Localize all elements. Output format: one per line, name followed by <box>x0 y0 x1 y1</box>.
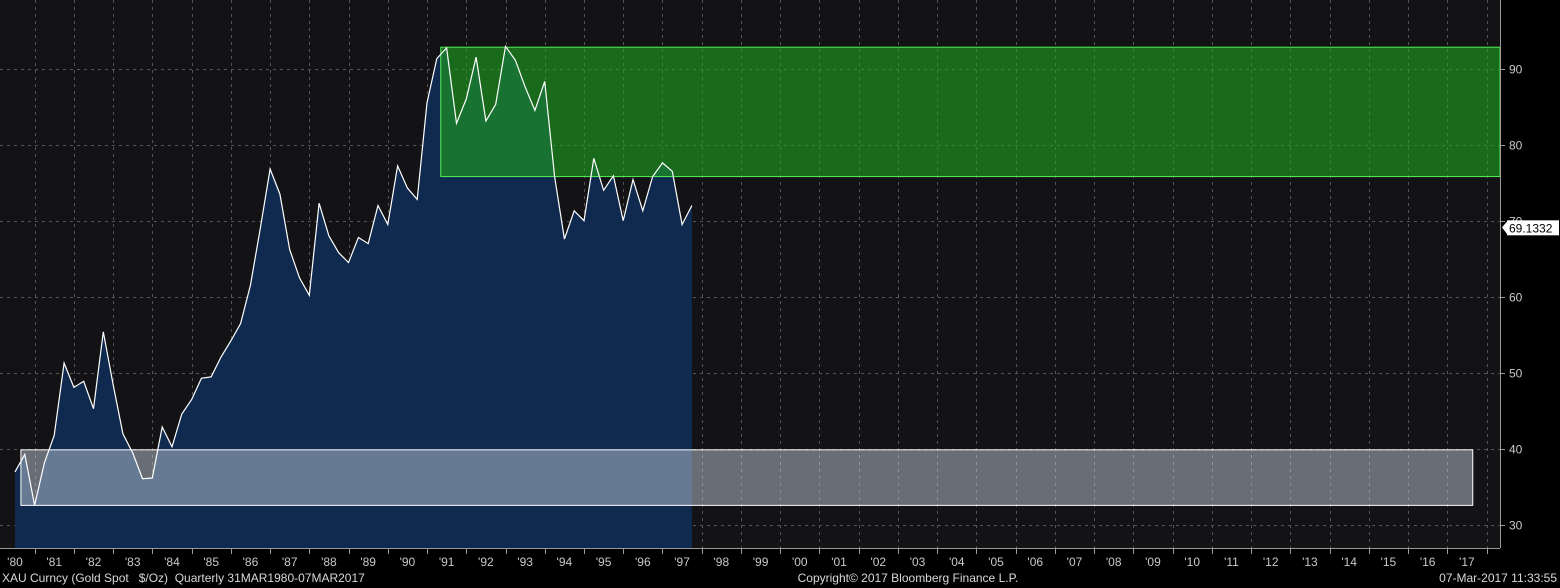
x-tick-label: '02 <box>870 555 886 569</box>
x-tick-label: '07 <box>1067 555 1083 569</box>
x-tick-label: '10 <box>1184 555 1200 569</box>
x-tick-label: '06 <box>1027 555 1043 569</box>
x-tick-label: '16 <box>1420 555 1436 569</box>
x-tick-label: '15 <box>1381 555 1397 569</box>
y-tick-label: 90 <box>1509 63 1523 77</box>
x-tick-label: '89 <box>360 555 376 569</box>
footer-security-info: XAU Curncy (Gold Spot $/Oz) Quarterly 31… <box>2 571 365 585</box>
x-tick-label: '82 <box>86 555 102 569</box>
x-tick-label: '86 <box>243 555 259 569</box>
y-tick-label: 30 <box>1509 519 1523 533</box>
x-tick-label: '01 <box>831 555 847 569</box>
y-tick-label: 50 <box>1509 367 1523 381</box>
x-tick-label: '87 <box>282 555 298 569</box>
x-tick-label: '84 <box>164 555 180 569</box>
y-tick-label: 80 <box>1509 139 1523 153</box>
x-tick-label: '96 <box>635 555 651 569</box>
y-axis: 30405060708090 <box>1500 0 1523 548</box>
x-tick-label: '98 <box>713 555 729 569</box>
last-value-pointer <box>1502 220 1508 236</box>
x-tick-label: '99 <box>753 555 769 569</box>
x-tick-label: '92 <box>478 555 494 569</box>
x-tick-label: '91 <box>439 555 455 569</box>
x-tick-label: '09 <box>1145 555 1161 569</box>
last-value-box <box>1507 220 1559 236</box>
x-tick-label: '83 <box>125 555 141 569</box>
y-tick-label: 40 <box>1509 443 1523 457</box>
x-tick-label: '85 <box>203 555 219 569</box>
footer-timestamp: 07-Mar-2017 11:33:55 <box>1439 571 1557 585</box>
x-tick-label: '00 <box>792 555 808 569</box>
y-tick-label: 60 <box>1509 291 1523 305</box>
x-tick-label: '13 <box>1302 555 1318 569</box>
x-tick-label: '95 <box>596 555 612 569</box>
last-value-marker: 69.1332 <box>1502 220 1559 236</box>
support-zone <box>20 449 1474 506</box>
x-tick-label: '80 <box>7 555 23 569</box>
x-tick-label: '11 <box>1224 555 1239 569</box>
x-tick-label: '05 <box>988 555 1004 569</box>
x-tick-label: '04 <box>949 555 965 569</box>
last-value-label: 69.1332 <box>1509 221 1553 235</box>
x-tick-label: '81 <box>46 555 62 569</box>
x-tick-label: '12 <box>1263 555 1279 569</box>
x-tick-label: '97 <box>674 555 690 569</box>
price-line <box>14 44 693 506</box>
x-tick-label: '14 <box>1341 555 1357 569</box>
x-tick-label: '93 <box>517 555 533 569</box>
x-tick-label: '94 <box>557 555 573 569</box>
footer-copyright: Copyright© 2017 Bloomberg Finance L.P. <box>798 571 1019 585</box>
resistance-zone <box>440 46 1501 178</box>
x-tick-label: '08 <box>1106 555 1122 569</box>
x-tick-label: '03 <box>910 555 926 569</box>
x-tick-label: '90 <box>400 555 416 569</box>
x-axis: '80 '81 '82 '83 '84 '85 '86 '87 '88 '89 '90 '91 '92 '… <box>0 548 1500 569</box>
x-tick-label: '88 <box>321 555 337 569</box>
x-tick-label: '17 <box>1459 555 1475 569</box>
